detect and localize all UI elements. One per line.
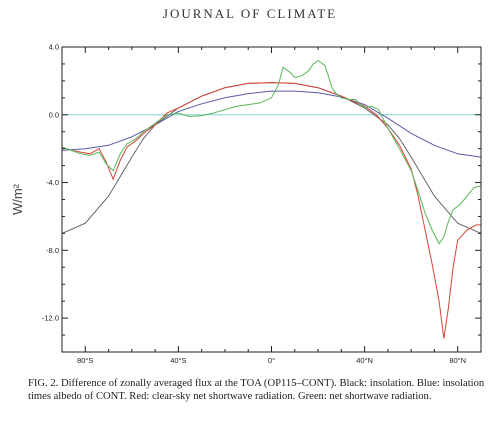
series-line-4 xyxy=(61,59,482,245)
x-tick-label: 0° xyxy=(268,356,275,365)
series-line-1 xyxy=(61,82,482,234)
plot-frame xyxy=(61,46,482,353)
y-tick-label: 0.0 xyxy=(49,110,59,119)
series-line-3 xyxy=(61,82,481,339)
x-tick-label: 80°S xyxy=(77,356,93,365)
y-tick-label: -4.0 xyxy=(46,178,59,187)
y-tick-label: 4.0 xyxy=(49,43,59,52)
series-group xyxy=(61,59,482,339)
y-tick-label: -8.0 xyxy=(46,246,59,255)
figure-caption: FIG. 2. Difference of zonally averaged f… xyxy=(28,378,485,402)
y-tick-label: -12.0 xyxy=(42,314,59,323)
journal-header: JOURNAL OF CLIMATE xyxy=(162,6,338,21)
x-tick-label: 40°N xyxy=(356,356,373,365)
x-tick-label: 40°S xyxy=(170,356,186,365)
y-axis-title: W/m² xyxy=(10,183,25,215)
x-tick-label: 80°N xyxy=(449,356,466,365)
series-line-2 xyxy=(61,90,482,158)
tick-group: 4.0 0.0 -4.0 -8.0 -12.0 80°S 40°S 0° 40°N 80°N xyxy=(42,43,482,365)
